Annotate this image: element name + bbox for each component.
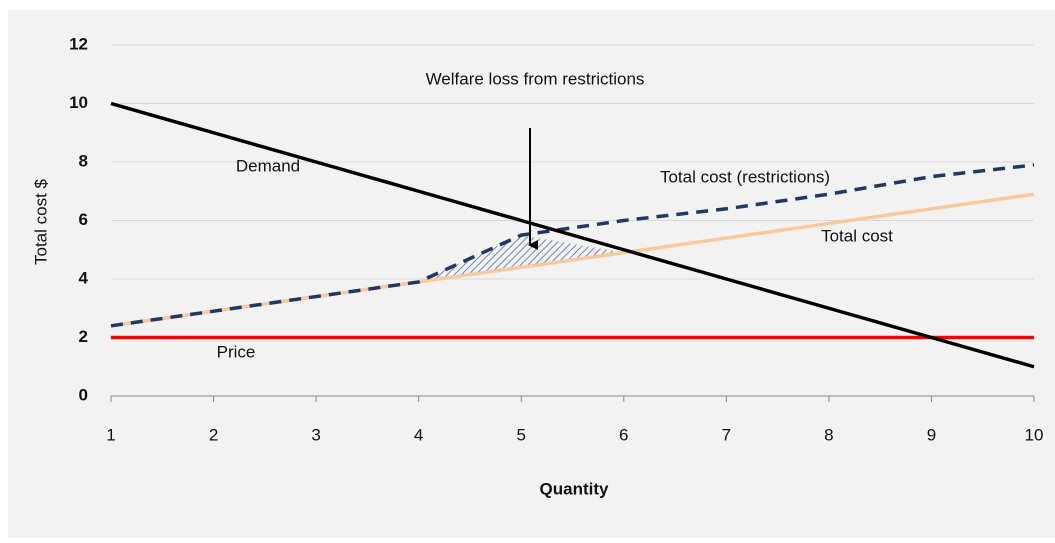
annotation: Welfare loss from restrictions: [426, 69, 645, 88]
x-tick-label: 5: [516, 425, 525, 444]
series-label: Price: [217, 342, 256, 361]
x-tick-label: 7: [722, 425, 731, 444]
panel: [8, 10, 1055, 538]
x-tick-label: 6: [619, 425, 628, 444]
y-tick-label: 10: [69, 93, 88, 112]
y-tick-label: 2: [79, 327, 88, 346]
series-line: [110, 192, 1035, 328]
y-tick-label: 8: [79, 151, 88, 170]
x-tick-label: 10: [1025, 425, 1044, 444]
x-tick-label: 3: [311, 425, 320, 444]
series-label: Total cost: [821, 226, 893, 245]
y-axis-label: Total cost $: [31, 178, 50, 265]
series-label: Demand: [236, 156, 300, 175]
y-tick-label: 12: [69, 34, 88, 53]
series-line: [110, 163, 1035, 328]
y-tick-label: 4: [79, 268, 89, 287]
x-tick-label: 9: [927, 425, 936, 444]
y-tick-label: 6: [79, 210, 88, 229]
welfare-loss-area: [418, 235, 624, 282]
x-tick-label: 4: [414, 425, 423, 444]
series-line: [110, 101, 1035, 369]
series-label: Total cost (restrictions): [660, 167, 830, 186]
x-tick-label: 1: [106, 425, 115, 444]
x-axis-label: Quantity: [540, 479, 609, 498]
x-tick-label: 2: [209, 425, 218, 444]
x-tick-label: 8: [824, 425, 833, 444]
y-tick-label: 0: [79, 385, 88, 404]
